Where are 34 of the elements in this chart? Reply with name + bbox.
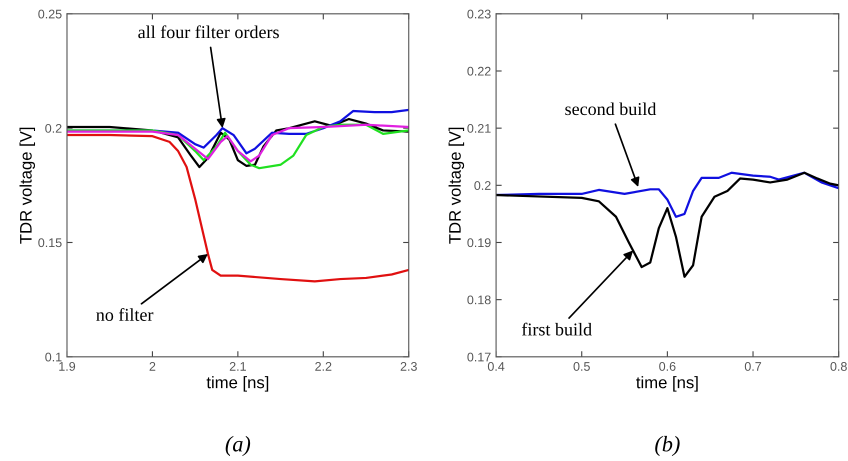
- x-tick-label: 2: [150, 362, 156, 371]
- y-tick-label: 0.17: [467, 352, 491, 362]
- y-tick-label: 0.25: [38, 10, 62, 18]
- text: (a): [226, 436, 250, 456]
- annotation: first build: [522, 322, 592, 336]
- annotation: second build: [565, 102, 656, 116]
- y-tick-label: 0.23: [467, 10, 491, 18]
- text: (b): [655, 436, 680, 456]
- y-axis-title: TDR voltage [V]: [19, 128, 36, 244]
- annotation: all four filter orders: [138, 25, 279, 38]
- y-tick-label: 0.18: [467, 295, 491, 304]
- y-axis-title: TDR voltage [V]: [448, 128, 464, 244]
- x-tick-label: 0.4: [488, 362, 504, 371]
- x-tick-label: 2.1: [230, 362, 246, 371]
- annotation: no filter: [96, 308, 154, 321]
- y-tick-label: 0.15: [38, 238, 62, 248]
- y-tick-label: 0.2: [45, 124, 62, 133]
- y-tick-label: 0.1: [45, 352, 62, 362]
- y-tick-label: 0.22: [467, 66, 491, 76]
- line-series: [496, 172, 839, 278]
- x-tick-label: 2.3: [400, 362, 417, 371]
- x-axis-title: time [ns]: [206, 376, 268, 392]
- x-tick-label: 0.5: [574, 362, 590, 371]
- x-tick-label: 0.6: [659, 362, 676, 371]
- y-tick-label: 0.21: [467, 124, 491, 133]
- x-tick-label: 0.8: [830, 362, 847, 371]
- line-series: [66, 134, 409, 282]
- x-axis-title: time [ns]: [636, 376, 698, 392]
- x-tick-label: 0.7: [744, 362, 762, 371]
- y-tick-label: 0.2: [474, 181, 491, 190]
- x-tick-label: 2.2: [315, 362, 332, 371]
- y-tick-label: 0.19: [467, 238, 491, 248]
- line-series: [66, 124, 409, 162]
- x-tick-label: 1.9: [59, 362, 76, 371]
